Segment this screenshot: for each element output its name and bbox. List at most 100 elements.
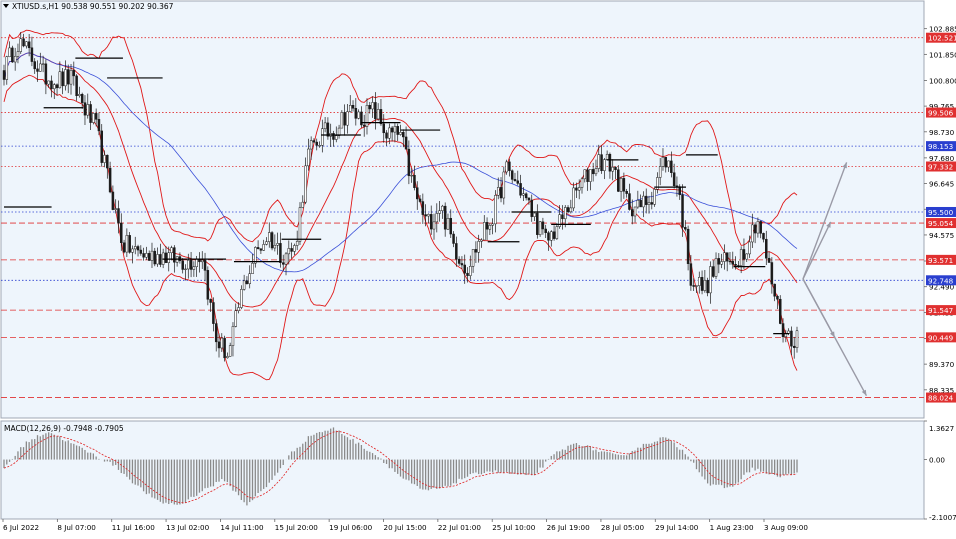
candle-body <box>136 246 140 251</box>
time-axis: 6 Jul 2022 8 Jul 07:00 11 Jul 16:00 13 Jul … <box>2 519 808 532</box>
candle-body <box>354 108 358 119</box>
price-level-label: 88.024 <box>928 394 954 403</box>
price-level-tag <box>926 32 956 43</box>
time-tick-label: 29 Jul 14:00 <box>655 523 699 532</box>
candle-body <box>242 280 246 290</box>
candle-body <box>776 296 779 300</box>
candle-body <box>463 264 466 274</box>
candle-body <box>491 223 494 226</box>
time-tick-label: 22 Jul 01:00 <box>438 523 482 532</box>
pivot-lines <box>4 57 790 335</box>
macd-tick-label: 1.3627 <box>929 424 954 433</box>
candle-body <box>460 263 464 266</box>
candle-body <box>273 245 277 249</box>
macd-histogram <box>3 427 798 506</box>
candle-body <box>209 299 212 303</box>
candle-body <box>558 214 561 227</box>
candle-body <box>438 210 441 214</box>
candle-body <box>22 38 25 47</box>
time-tick-label: 25 Jul 10:00 <box>492 523 536 532</box>
candle-body <box>441 205 444 211</box>
candle-body <box>323 122 327 129</box>
bollinger-upper <box>3 29 798 246</box>
candle-body <box>61 71 64 87</box>
candle-body <box>429 214 433 230</box>
candle-body <box>505 161 508 173</box>
candle-body <box>552 231 556 239</box>
candle-body <box>16 51 20 57</box>
candle-body <box>89 104 92 123</box>
candle-body <box>371 102 374 110</box>
candle-body <box>293 245 296 252</box>
candle-body <box>547 232 550 241</box>
candle-body <box>421 201 425 215</box>
candle-body <box>312 140 316 143</box>
candle-body <box>591 169 595 175</box>
candle-body <box>396 126 399 135</box>
candle-body <box>692 285 695 287</box>
candle-body <box>357 111 360 119</box>
candle-body <box>742 249 746 260</box>
candle-body <box>469 266 472 276</box>
candle-body <box>544 228 547 233</box>
candle-body <box>53 84 56 90</box>
candles <box>2 32 799 362</box>
price-tick-label: 89.370 <box>929 360 955 369</box>
candle-body <box>362 124 366 127</box>
time-tick-label: 15 Jul 20:00 <box>275 523 319 532</box>
candle-body <box>376 109 380 120</box>
candle-body <box>731 260 735 265</box>
candle-body <box>290 248 293 252</box>
candle-body <box>653 189 656 205</box>
menu-triangle-icon[interactable] <box>3 4 9 8</box>
projection-arrow-line <box>802 162 848 280</box>
candle-body <box>284 253 288 265</box>
candle-body <box>64 69 67 87</box>
candle-body <box>714 258 718 277</box>
projection-arrow-line <box>802 221 832 280</box>
candle-body <box>617 169 620 192</box>
price-tick-label: 92.490 <box>929 283 955 292</box>
candle-body <box>502 171 506 199</box>
candle-body <box>80 94 84 103</box>
candle-body <box>670 160 673 173</box>
candle-body <box>94 113 98 120</box>
candle-body <box>435 213 439 223</box>
candle-body <box>773 283 776 297</box>
price-level-labels: 102.521 99.506 98.153 97.332 95.500 95.054 93.… <box>926 32 956 403</box>
candle-body <box>337 127 341 136</box>
price-level-tag <box>926 275 956 286</box>
candle-body <box>619 178 623 192</box>
candle-body <box>139 249 143 254</box>
price-tick-label: 97.680 <box>929 154 955 163</box>
candle-body <box>608 153 612 172</box>
candle-body <box>25 41 28 47</box>
candle-body <box>455 243 458 260</box>
candle-body <box>217 341 221 349</box>
candle-body <box>125 235 129 253</box>
price-level-tag <box>926 141 956 152</box>
candle-body <box>762 233 765 240</box>
candle-body <box>756 221 760 234</box>
candle-body <box>340 112 344 129</box>
candle-body <box>413 175 416 188</box>
candle-body <box>245 280 249 284</box>
candle-body <box>432 221 436 230</box>
candle-body <box>695 285 698 287</box>
candle-body <box>407 148 411 177</box>
price-level-tag <box>926 206 956 217</box>
candle-body <box>717 258 721 265</box>
candle-body <box>753 224 757 234</box>
candle-body <box>684 227 687 230</box>
price-level-label: 97.332 <box>928 163 953 172</box>
price-level-label: 93.571 <box>928 256 953 265</box>
candle-body <box>536 212 539 235</box>
candle-body <box>711 266 715 277</box>
candle-body <box>605 153 609 160</box>
candle-body <box>27 41 31 49</box>
candle-body <box>131 248 134 253</box>
candle-body <box>499 187 503 199</box>
candle-body <box>214 323 218 343</box>
candle-body <box>622 178 626 192</box>
candle-body <box>321 128 324 146</box>
